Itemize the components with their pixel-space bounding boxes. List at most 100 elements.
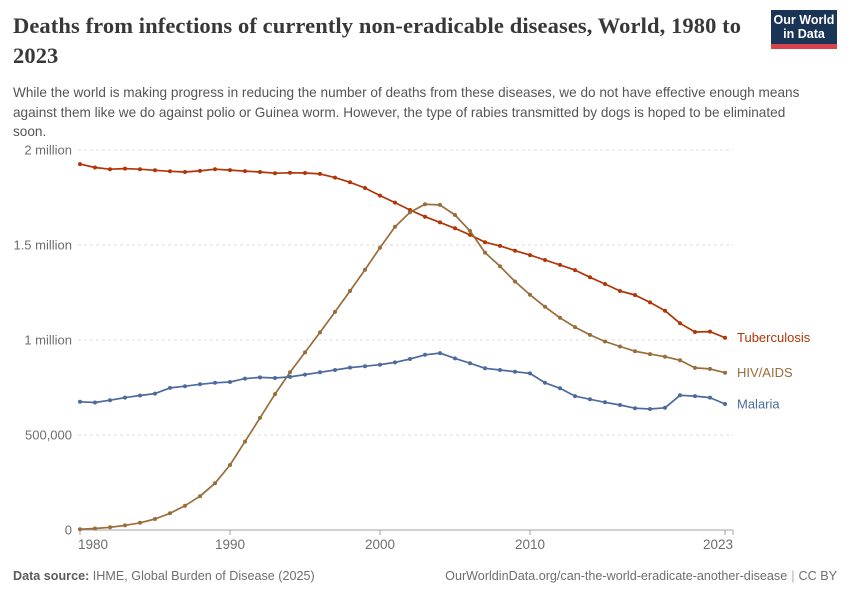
data-point[interactable]	[483, 366, 487, 371]
data-point[interactable]	[618, 289, 622, 293]
data-point[interactable]	[213, 481, 217, 486]
data-point[interactable]	[513, 279, 517, 284]
data-point[interactable]	[393, 224, 397, 229]
data-point[interactable]	[483, 240, 487, 245]
data-point[interactable]	[573, 268, 577, 273]
data-point[interactable]	[318, 330, 322, 335]
data-point[interactable]	[648, 352, 652, 357]
data-point[interactable]	[633, 406, 637, 411]
data-point[interactable]	[168, 511, 172, 516]
data-point[interactable]	[123, 395, 127, 400]
data-point[interactable]	[603, 282, 607, 286]
data-point[interactable]	[153, 391, 157, 396]
data-point[interactable]	[183, 170, 187, 174]
data-point[interactable]	[453, 226, 457, 231]
data-point[interactable]	[348, 365, 352, 370]
data-point[interactable]	[663, 354, 667, 359]
data-point[interactable]	[423, 214, 427, 219]
data-point[interactable]	[693, 330, 697, 334]
data-point[interactable]	[363, 364, 367, 369]
data-point[interactable]	[273, 392, 277, 397]
data-point[interactable]	[303, 350, 307, 355]
data-point[interactable]	[513, 248, 517, 253]
data-point[interactable]	[273, 376, 277, 380]
data-point[interactable]	[198, 494, 202, 499]
data-point[interactable]	[558, 315, 562, 320]
data-point[interactable]	[288, 170, 292, 175]
data-point[interactable]	[288, 370, 292, 375]
data-point[interactable]	[93, 165, 97, 170]
data-point[interactable]	[363, 186, 367, 190]
data-point[interactable]	[603, 400, 607, 405]
data-point[interactable]	[168, 385, 172, 390]
data-point[interactable]	[153, 517, 157, 521]
data-point[interactable]	[78, 162, 82, 167]
data-point[interactable]	[708, 395, 712, 400]
data-point[interactable]	[543, 304, 547, 309]
data-point[interactable]	[213, 167, 217, 172]
data-point[interactable]	[243, 169, 247, 174]
data-point[interactable]	[333, 368, 337, 372]
data-point[interactable]	[468, 232, 472, 237]
data-point[interactable]	[423, 352, 427, 357]
data-point[interactable]	[588, 275, 592, 280]
data-point[interactable]	[483, 250, 487, 255]
data-point[interactable]	[498, 264, 502, 269]
data-point[interactable]	[333, 175, 337, 180]
data-point[interactable]	[273, 171, 277, 176]
data-point[interactable]	[453, 356, 457, 361]
data-point[interactable]	[213, 380, 217, 385]
data-point[interactable]	[408, 210, 412, 215]
data-point[interactable]	[438, 220, 442, 225]
data-point[interactable]	[318, 370, 322, 375]
data-point[interactable]	[258, 415, 262, 420]
data-point[interactable]	[618, 403, 622, 407]
data-point[interactable]	[723, 402, 727, 406]
data-point[interactable]	[78, 399, 82, 404]
data-point[interactable]	[648, 407, 652, 411]
data-point[interactable]	[663, 405, 667, 410]
data-point[interactable]	[228, 380, 232, 384]
data-point[interactable]	[123, 523, 127, 528]
data-point[interactable]	[348, 180, 352, 185]
data-point[interactable]	[123, 166, 127, 171]
owid-logo[interactable]: Our World in Data	[771, 10, 837, 49]
series-line[interactable]	[79, 203, 726, 531]
data-point[interactable]	[378, 245, 382, 250]
data-point[interactable]	[453, 213, 457, 217]
data-point[interactable]	[708, 329, 712, 334]
data-point[interactable]	[138, 393, 142, 398]
data-point[interactable]	[558, 262, 562, 267]
data-point[interactable]	[438, 202, 442, 207]
series-malaria[interactable]: Malaria	[78, 351, 780, 412]
data-point[interactable]	[288, 374, 292, 379]
data-point[interactable]	[618, 344, 622, 349]
data-point[interactable]	[393, 200, 397, 205]
data-point[interactable]	[243, 376, 247, 381]
data-point[interactable]	[333, 309, 337, 314]
data-point[interactable]	[588, 397, 592, 402]
data-point[interactable]	[513, 369, 517, 374]
data-point[interactable]	[468, 361, 472, 366]
data-point[interactable]	[528, 371, 532, 376]
data-point[interactable]	[693, 394, 697, 399]
data-point[interactable]	[153, 168, 157, 173]
data-point[interactable]	[723, 335, 727, 340]
data-point[interactable]	[108, 525, 112, 530]
series-end-label[interactable]: Malaria	[737, 397, 780, 412]
data-point[interactable]	[303, 372, 307, 377]
data-point[interactable]	[438, 351, 442, 356]
data-point[interactable]	[498, 243, 502, 248]
data-point[interactable]	[228, 168, 232, 173]
data-point[interactable]	[543, 380, 547, 385]
data-point[interactable]	[393, 360, 397, 365]
data-point[interactable]	[138, 520, 142, 525]
data-point[interactable]	[318, 171, 322, 176]
data-point[interactable]	[78, 527, 82, 532]
data-point[interactable]	[168, 169, 172, 174]
data-point[interactable]	[588, 332, 592, 337]
series-hiv-aids[interactable]: HIV/AIDS	[78, 202, 793, 532]
data-point[interactable]	[528, 292, 532, 297]
data-point[interactable]	[603, 339, 607, 344]
